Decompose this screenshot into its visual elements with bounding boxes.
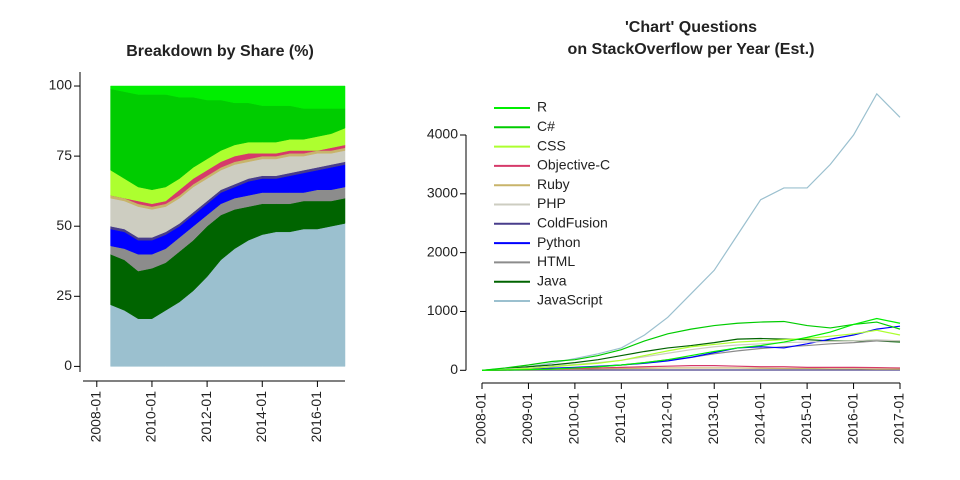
legend-label: Objective-C <box>537 157 610 173</box>
y-tick-label: 50 <box>56 217 72 233</box>
legend-label: Java <box>537 272 567 288</box>
x-tick-label: 2010-01 <box>566 393 582 445</box>
x-tick-label: 2016-01 <box>308 391 324 443</box>
y-tick-label: 0 <box>450 361 458 377</box>
x-tick-label: 2011-01 <box>612 393 628 444</box>
x-tick-label: 2014-01 <box>253 391 269 443</box>
area <box>110 85 346 109</box>
legend-label: R <box>537 99 547 115</box>
x-tick-label: 2012-01 <box>658 393 674 445</box>
chart-title: on StackOverflow per Year (Est.) <box>568 41 815 58</box>
x-tick-label: 2008-01 <box>87 391 103 443</box>
chart-title: Breakdown by Share (%) <box>126 43 314 60</box>
legend-label: PHP <box>537 195 566 211</box>
x-tick-label: 2008-01 <box>473 393 489 445</box>
line <box>481 325 901 371</box>
line <box>481 320 901 371</box>
y-tick-label: 4000 <box>427 126 458 142</box>
y-tick-label: 100 <box>49 77 73 93</box>
legend-label: HTML <box>537 253 575 269</box>
y-tick-label: 0 <box>64 357 72 373</box>
x-tick-label: 2010-01 <box>143 391 159 443</box>
legend-label: Ruby <box>537 176 570 192</box>
line <box>481 329 901 371</box>
x-tick-label: 2015-01 <box>798 393 814 445</box>
legend-label: CSS <box>537 137 566 153</box>
y-tick-label: 25 <box>56 287 72 303</box>
x-tick-label: 2017-01 <box>891 393 907 445</box>
legend-label: JavaScript <box>537 292 602 308</box>
chart-title: 'Chart' Questions <box>625 19 757 36</box>
x-tick-label: 2016-01 <box>844 393 860 445</box>
y-tick-label: 1000 <box>427 302 458 318</box>
x-tick-label: 2013-01 <box>705 393 721 445</box>
x-tick-label: 2009-01 <box>519 393 535 445</box>
x-tick-label: 2014-01 <box>751 393 767 445</box>
line <box>481 317 901 371</box>
y-tick-label: 2000 <box>427 243 458 259</box>
legend-label: ColdFusion <box>537 215 608 231</box>
line <box>481 92 901 371</box>
x-tick-label: 2012-01 <box>198 391 214 443</box>
y-tick-label: 75 <box>56 147 72 163</box>
y-tick-label: 3000 <box>427 185 458 201</box>
legend-label: Python <box>537 234 581 250</box>
legend-label: C# <box>537 118 555 134</box>
